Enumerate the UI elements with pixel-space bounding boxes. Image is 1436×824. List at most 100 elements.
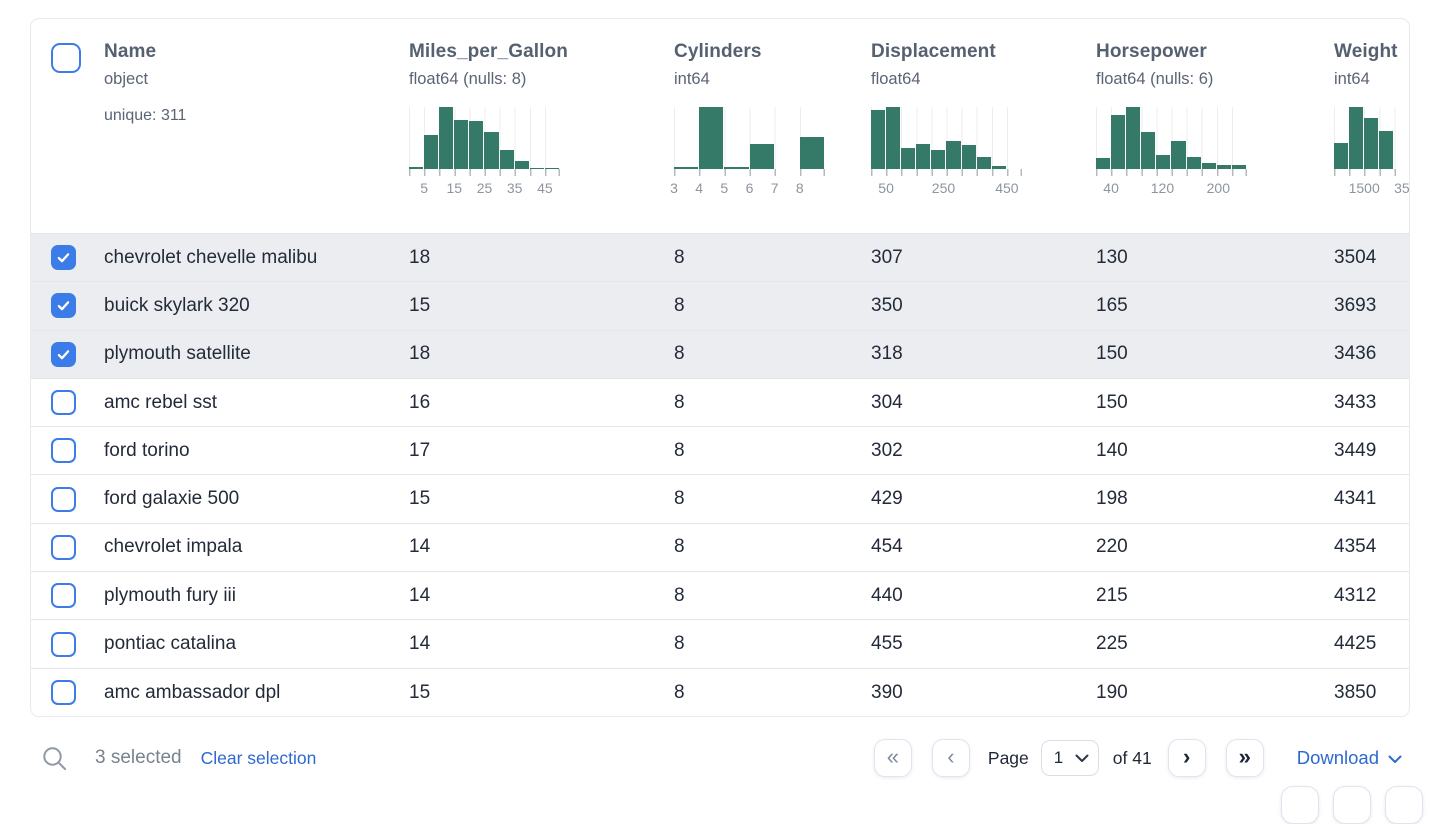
cell-name: chevrolet chevelle malibu [104,246,318,268]
histogram-bar [424,134,439,169]
row-checkbox[interactable] [51,341,76,367]
cell-weight: 4425 [1334,633,1377,655]
table-row[interactable]: buick skylark 320 15 8 350 165 3693 [31,282,1409,331]
histogram-bar [484,131,499,169]
cell-cylinders: 8 [674,681,685,703]
cell-horsepower: 165 [1096,294,1128,316]
cell-horsepower: 220 [1096,536,1128,558]
histogram-bar [1141,132,1156,169]
row-checkbox[interactable] [51,534,76,560]
table-row[interactable]: ford galaxie 500 15 8 429 198 4341 [31,475,1409,524]
cell-displacement: 454 [871,536,903,558]
row-checkbox-cell [31,475,104,522]
histogram-bar [1334,142,1349,169]
table-row[interactable]: plymouth satellite 18 8 318 150 3436 [31,330,1409,379]
row-checkbox[interactable] [51,390,76,416]
cell-miles-per-gallon: 17 [409,439,431,461]
row-checkbox[interactable] [51,438,76,464]
data-table-card: Name object unique: 311 Miles_per_Gallon… [30,18,1410,717]
row-checkbox[interactable] [51,293,76,319]
histogram-tick-label: 8 [795,180,804,196]
cell-weight: 3449 [1334,439,1377,461]
column-header-weight[interactable]: Weight int64 1500 35 [1334,19,1409,233]
table-header: Name object unique: 311 Miles_per_Gallon… [31,19,1409,234]
cell-weight: 3850 [1334,681,1377,703]
table-row[interactable]: ford torino 17 8 302 140 3449 [31,427,1409,476]
histogram-bar [544,167,559,169]
cell-displacement: 318 [871,343,903,365]
histogram-bar [901,147,916,169]
column-header-displacement[interactable]: Displacement float64 50 250 450 [871,19,1096,233]
table-row[interactable]: chevrolet impala 14 8 454 220 4354 [31,523,1409,573]
row-checkbox[interactable] [51,245,76,271]
table-row[interactable]: amc rebel sst 16 8 304 150 3433 [31,378,1409,428]
cell-horsepower: 215 [1096,584,1128,606]
page-select[interactable]: 1 [1040,740,1099,776]
histogram-tick-label: 25 [476,180,493,196]
table-row[interactable]: plymouth fury iii 14 8 440 215 4312 [31,572,1409,621]
row-checkbox[interactable] [51,680,76,706]
histogram-bar [871,110,886,169]
prev-page-button[interactable]: ‹ [931,739,970,777]
histogram-miles-per-gallon: 5 15 25 35 45 [409,107,560,197]
column-header-miles-per-gallon[interactable]: Miles_per_Gallon float64 (nulls: 8) 5 15 2… [409,19,674,233]
row-checkbox[interactable] [51,486,76,512]
histogram-bar [1201,162,1216,169]
histogram-bar [469,120,484,169]
histogram-bar [499,150,514,169]
histogram-bar [916,143,931,169]
cell-miles-per-gallon: 14 [409,536,431,558]
column-unique-count: unique: 311 [104,107,187,124]
histogram-bar [439,107,454,169]
cell-displacement: 429 [871,488,903,510]
selected-count: 3 selected [95,747,182,768]
histogram-bar [749,144,774,169]
histogram-tick-label: 45 [537,180,553,196]
cell-miles-per-gallon: 18 [409,246,431,268]
cell-cylinders: 8 [674,633,685,655]
download-menu[interactable]: Download [1297,747,1402,769]
row-checkbox[interactable] [51,631,76,657]
table-body: chevrolet chevelle malibu 18 8 307 130 3504 bu… [31,234,1409,716]
cell-displacement: 440 [871,584,903,606]
row-checkbox-cell [31,331,104,378]
histogram-bar [724,167,749,169]
column-header-horsepower[interactable]: Horsepower float64 (nulls: 6) 40 120 200 [1096,19,1334,233]
cell-miles-per-gallon: 15 [409,294,431,316]
cell-miles-per-gallon: 14 [409,633,431,655]
histogram-bar [946,141,961,169]
column-title: Displacement [871,41,996,62]
table-row[interactable]: chevrolet chevelle malibu 18 8 307 130 3504 [31,234,1409,283]
row-checkbox[interactable] [51,583,76,609]
cell-name: ford torino [104,439,190,461]
table-row[interactable]: amc ambassador dpl 15 8 390 190 3850 [31,668,1409,716]
cell-name: chevrolet impala [104,536,243,558]
cell-displacement: 350 [871,294,903,316]
clear-selection-link[interactable]: Clear selection [200,747,317,768]
column-header-name[interactable]: Name object unique: 311 [104,19,409,233]
histogram-bar [454,120,469,169]
last-page-button[interactable]: » [1225,739,1264,777]
table-row[interactable]: pontiac catalina 14 8 455 225 4425 [31,620,1409,669]
cell-weight: 4312 [1334,584,1377,606]
histogram-bar [799,136,825,169]
histogram-bar [409,167,424,169]
first-page-button[interactable]: « [873,739,912,777]
search-icon[interactable] [41,745,68,772]
histogram-bar [1156,154,1171,169]
cell-horsepower: 140 [1096,439,1128,461]
select-all-checkbox[interactable] [51,43,81,73]
cell-miles-per-gallon: 16 [409,391,431,413]
histogram-bar [1096,158,1111,169]
column-title: Miles_per_Gallon [409,41,568,62]
cell-cylinders: 8 [674,488,685,510]
histogram-bar [1349,107,1364,169]
cell-miles-per-gallon: 18 [409,343,431,365]
next-page-button[interactable]: › [1167,739,1206,777]
histogram-bar [961,144,976,169]
cell-cylinders: 8 [674,536,685,558]
histogram-tick-label: 4 [695,180,704,196]
row-checkbox-cell [31,524,104,571]
cell-horsepower: 150 [1096,391,1128,413]
